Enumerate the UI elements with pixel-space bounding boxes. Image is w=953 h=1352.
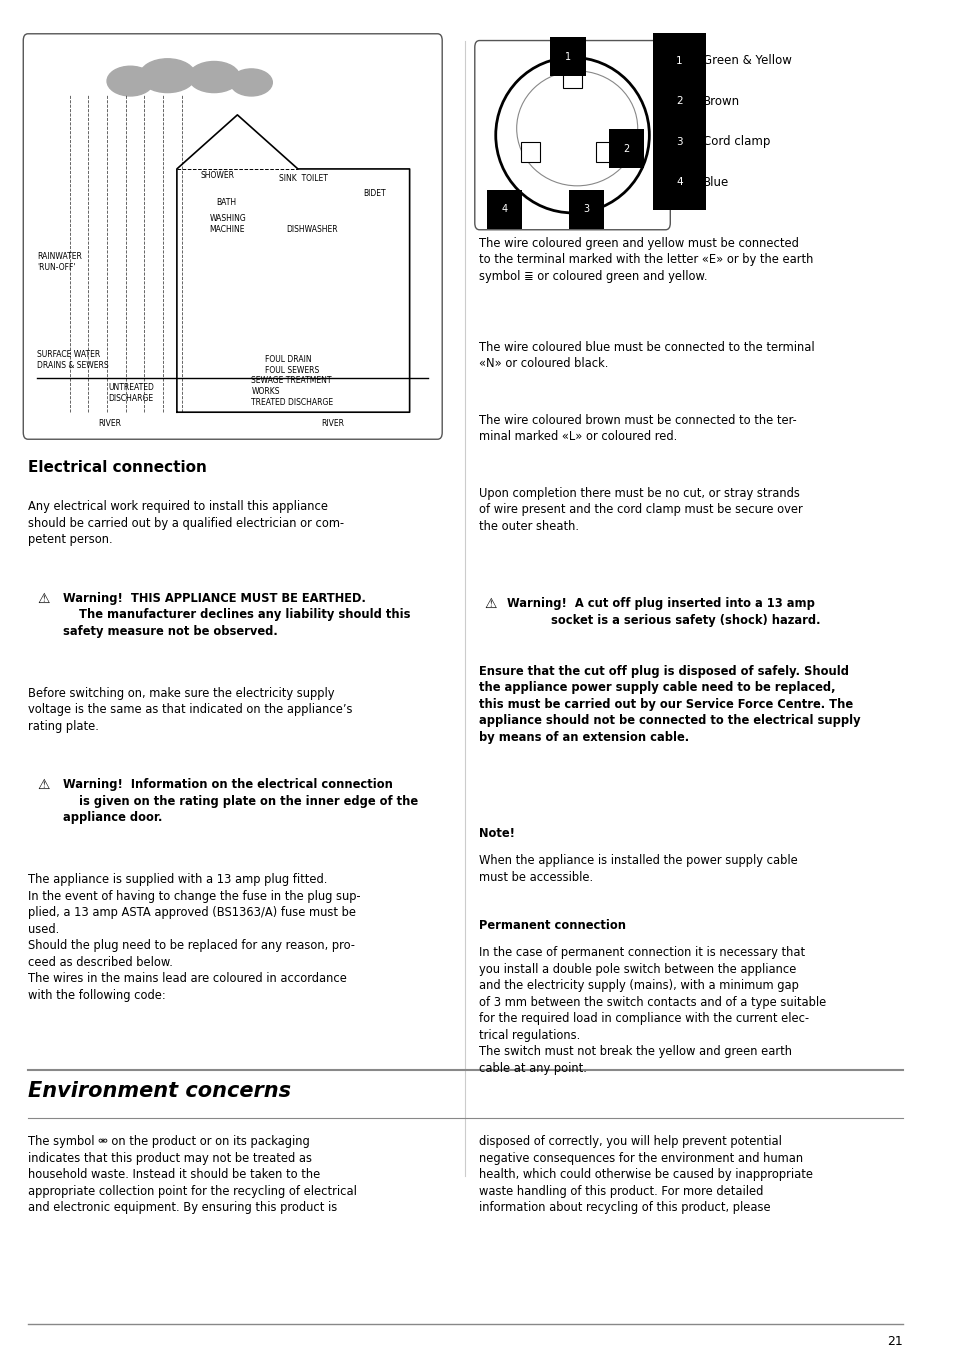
Text: Before switching on, make sure the electricity supply
voltage is the same as tha: Before switching on, make sure the elect… bbox=[28, 687, 352, 733]
Text: Environment concerns: Environment concerns bbox=[28, 1082, 291, 1101]
Text: RIVER: RIVER bbox=[321, 419, 344, 427]
Text: 4: 4 bbox=[501, 204, 507, 215]
Ellipse shape bbox=[231, 69, 272, 96]
Text: BIDET: BIDET bbox=[363, 189, 385, 197]
Text: 2: 2 bbox=[622, 143, 629, 154]
Text: 3: 3 bbox=[676, 137, 682, 147]
Text: When the appliance is installed the power supply cable
must be accessible.: When the appliance is installed the powe… bbox=[479, 854, 798, 884]
Text: Electrical connection: Electrical connection bbox=[28, 460, 207, 475]
Text: SEWAGE TREATMENT
WORKS
TREATED DISCHARGE: SEWAGE TREATMENT WORKS TREATED DISCHARGE bbox=[251, 376, 334, 407]
Text: ⚠: ⚠ bbox=[37, 592, 50, 606]
Text: FOUL DRAIN
FOUL SEWERS: FOUL DRAIN FOUL SEWERS bbox=[265, 356, 319, 375]
Text: Green & Yellow: Green & Yellow bbox=[702, 54, 791, 68]
Text: In the case of permanent connection it is necessary that
you install a double po: In the case of permanent connection it i… bbox=[479, 946, 826, 1075]
Text: Cord clamp: Cord clamp bbox=[702, 135, 769, 149]
Text: The wire coloured green and yellow must be connected
to the terminal marked with: The wire coloured green and yellow must … bbox=[479, 237, 813, 283]
Text: 1: 1 bbox=[676, 55, 682, 66]
Text: 2: 2 bbox=[676, 96, 682, 107]
Text: ⚠: ⚠ bbox=[37, 779, 50, 792]
Text: 1: 1 bbox=[564, 51, 570, 62]
Text: BATH: BATH bbox=[215, 199, 235, 207]
Text: 21: 21 bbox=[886, 1336, 902, 1348]
Text: Upon completion there must be no cut, or stray strands
of wire present and the c: Upon completion there must be no cut, or… bbox=[479, 487, 802, 533]
Text: Warning!  A cut off plug inserted into a 13 amp
           socket is a serious s: Warning! A cut off plug inserted into a … bbox=[507, 598, 820, 627]
Ellipse shape bbox=[189, 61, 239, 92]
Text: SURFACE WATER
DRAINS & SEWERS: SURFACE WATER DRAINS & SEWERS bbox=[37, 350, 109, 369]
FancyBboxPatch shape bbox=[475, 41, 670, 230]
Text: Brown: Brown bbox=[702, 95, 740, 108]
Text: SHOWER: SHOWER bbox=[200, 172, 233, 180]
Text: Warning!  Information on the electrical connection
    is given on the rating pl: Warning! Information on the electrical c… bbox=[63, 779, 418, 825]
Text: disposed of correctly, you will help prevent potential
negative consequences for: disposed of correctly, you will help pre… bbox=[479, 1136, 813, 1214]
Ellipse shape bbox=[139, 58, 195, 92]
Bar bbox=[596, 142, 614, 162]
Text: SINK  TOILET: SINK TOILET bbox=[279, 174, 328, 183]
Text: UNTREATED
DISCHARGE: UNTREATED DISCHARGE bbox=[108, 384, 153, 403]
Text: Blue: Blue bbox=[702, 176, 728, 189]
Text: The wire coloured blue must be connected to the terminal
«N» or coloured black.: The wire coloured blue must be connected… bbox=[479, 341, 814, 370]
Text: 4: 4 bbox=[676, 177, 682, 188]
Ellipse shape bbox=[517, 70, 637, 185]
Text: Permanent connection: Permanent connection bbox=[479, 919, 626, 932]
Ellipse shape bbox=[107, 66, 153, 96]
Text: RAINWATER
'RUN-OFF': RAINWATER 'RUN-OFF' bbox=[37, 253, 82, 272]
Text: ⚠: ⚠ bbox=[483, 598, 497, 611]
FancyBboxPatch shape bbox=[23, 34, 442, 439]
Text: The symbol ⚮ on the product or on its packaging
indicates that this product may : The symbol ⚮ on the product or on its pa… bbox=[28, 1136, 356, 1214]
Text: Note!: Note! bbox=[479, 827, 515, 840]
Text: 3: 3 bbox=[583, 204, 589, 215]
Text: Any electrical work required to install this appliance
should be carried out by : Any electrical work required to install … bbox=[28, 500, 344, 546]
Bar bbox=[520, 142, 539, 162]
Text: RIVER: RIVER bbox=[97, 419, 121, 427]
Text: DISHWASHER: DISHWASHER bbox=[287, 226, 338, 234]
Text: The appliance is supplied with a 13 amp plug fitted.
In the event of having to c: The appliance is supplied with a 13 amp … bbox=[28, 873, 360, 1002]
Ellipse shape bbox=[496, 57, 649, 212]
Bar bbox=[562, 58, 581, 88]
Text: WASHING
MACHINE: WASHING MACHINE bbox=[210, 215, 246, 234]
Text: Warning!  THIS APPLIANCE MUST BE EARTHED.
    The manufacturer declines any liab: Warning! THIS APPLIANCE MUST BE EARTHED.… bbox=[63, 592, 411, 638]
Text: The wire coloured brown must be connected to the ter-
minal marked «L» or colour: The wire coloured brown must be connecte… bbox=[479, 414, 797, 443]
Text: Ensure that the cut off plug is disposed of safely. Should
the appliance power s: Ensure that the cut off plug is disposed… bbox=[479, 665, 861, 744]
